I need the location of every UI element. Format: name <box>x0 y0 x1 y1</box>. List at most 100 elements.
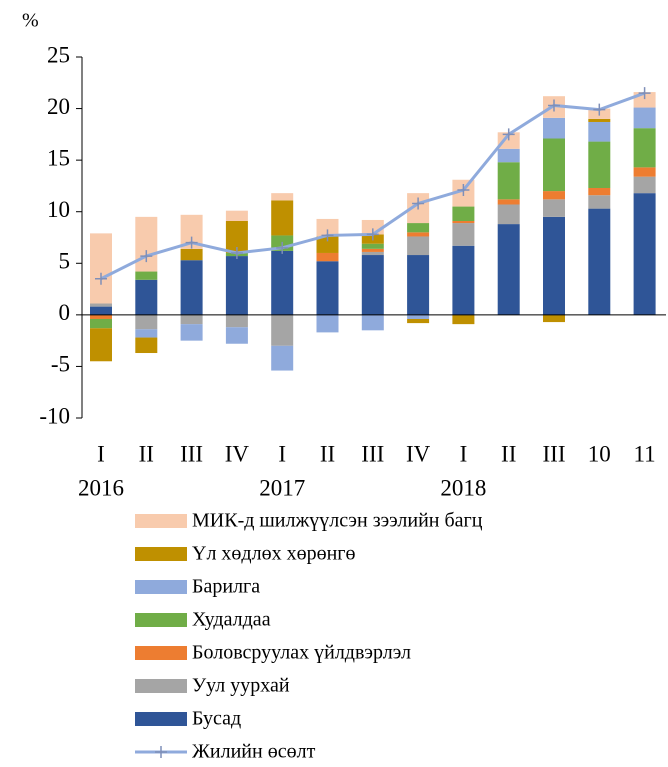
x-tick-label: III <box>543 441 566 466</box>
bar-segment <box>361 243 384 249</box>
x-tick-label: III <box>180 441 203 466</box>
line-marker <box>95 272 107 285</box>
bar-segment <box>452 206 475 221</box>
bar-segment <box>452 223 475 246</box>
legend-label: Үл хөдлөх хөрөнгө <box>192 543 356 565</box>
legend-swatch <box>135 580 187 594</box>
bar-segment <box>497 148 520 163</box>
bar-segment <box>90 306 112 315</box>
bar-segment <box>135 279 158 315</box>
bar-segment <box>316 236 339 253</box>
y-tick-label: 10 <box>47 197 70 222</box>
bar-segment <box>90 314 112 319</box>
x-tick-label: III <box>361 441 384 466</box>
line-marker <box>321 229 334 242</box>
x-tick-label: I <box>460 441 468 466</box>
legend-swatch <box>135 547 187 561</box>
bar-segment <box>225 327 248 344</box>
bar-segment <box>588 121 611 142</box>
legend-label: Боловсруулах үйлдвэрлэл <box>192 642 411 664</box>
line-marker <box>593 103 606 116</box>
y-tick-label: 15 <box>47 145 70 170</box>
line-marker <box>140 250 153 263</box>
x-tick-label: II <box>320 441 335 466</box>
bar-segment <box>588 187 611 196</box>
legend-label: Жилийн өсөлт <box>192 741 316 762</box>
bar-segment <box>135 271 158 280</box>
legend-label: МИК-д шилжүүлсэн зээлийн багц <box>192 510 483 532</box>
bar-segment <box>90 303 112 307</box>
x-tick-label: 10 <box>588 441 611 466</box>
group-label: 2018 <box>440 475 486 500</box>
y-tick-label: 20 <box>47 94 70 119</box>
x-tick-label: II <box>139 441 154 466</box>
bar-segment <box>90 318 112 329</box>
bar-segment <box>180 260 203 315</box>
y-tick-label: -5 <box>51 352 70 377</box>
y-tick-label: 0 <box>59 300 71 325</box>
line-marker <box>457 184 470 197</box>
line-marker <box>276 241 289 254</box>
line-marker <box>638 87 651 100</box>
x-tick-label: I <box>97 441 105 466</box>
bar-segment <box>407 318 430 324</box>
bar-segment <box>271 193 294 201</box>
x-tick-label: IV <box>225 441 250 466</box>
legend-swatch <box>135 679 187 693</box>
bar-segment <box>316 252 339 262</box>
bar-segment <box>407 255 430 315</box>
bar-segment <box>407 223 430 233</box>
legend-label: Бусад <box>192 708 241 730</box>
bar-segment <box>633 128 656 168</box>
bar-segment <box>543 117 565 139</box>
bar-segment <box>316 314 339 333</box>
bar-segment <box>225 210 248 221</box>
bar-segment <box>633 167 656 177</box>
bar-segment <box>633 107 656 129</box>
line-marker <box>366 228 379 241</box>
legend-swatch-marker <box>155 746 167 758</box>
line-marker <box>230 246 243 259</box>
bar-segment <box>543 216 565 315</box>
bar-segment <box>135 329 158 338</box>
y-tick-label: 5 <box>59 249 71 274</box>
bar-segment <box>135 337 158 354</box>
bar-segment <box>90 328 112 362</box>
bar-segment <box>225 256 248 315</box>
y-tick-label: 25 <box>47 42 70 67</box>
bar-segment <box>180 324 203 341</box>
bar-segment <box>90 233 112 304</box>
bar-segment <box>497 199 520 205</box>
group-label: 2017 <box>259 475 305 500</box>
bar-segment <box>588 208 611 315</box>
legend-label: Уул уурхай <box>192 675 290 697</box>
bar-segment <box>588 141 611 188</box>
bar-segment <box>407 314 430 319</box>
bar-segment <box>543 138 565 192</box>
bar-segment <box>316 261 339 315</box>
bar-segment <box>407 236 430 256</box>
bar-segment <box>361 248 384 252</box>
bar-segment <box>452 220 475 224</box>
bar-segment <box>497 204 520 225</box>
bar-segment <box>497 162 520 200</box>
legend-label: Барилга <box>192 576 260 598</box>
line-marker <box>412 197 425 210</box>
y-tick-label: -10 <box>39 403 70 428</box>
bar-segment <box>452 245 475 315</box>
bar-segment <box>271 200 294 236</box>
group-label: 2016 <box>78 475 124 500</box>
bar-segment <box>407 232 430 237</box>
bar-segment <box>135 314 158 330</box>
bar-segment <box>361 255 384 315</box>
bar-segment <box>180 214 203 249</box>
bar-segment <box>361 251 384 256</box>
bar-segment <box>588 195 611 209</box>
bar-segment <box>543 199 565 217</box>
x-tick-label: II <box>501 441 516 466</box>
bar-segment <box>452 314 475 325</box>
line-marker <box>185 236 198 249</box>
x-tick-label: I <box>278 441 286 466</box>
line-marker <box>502 128 515 141</box>
